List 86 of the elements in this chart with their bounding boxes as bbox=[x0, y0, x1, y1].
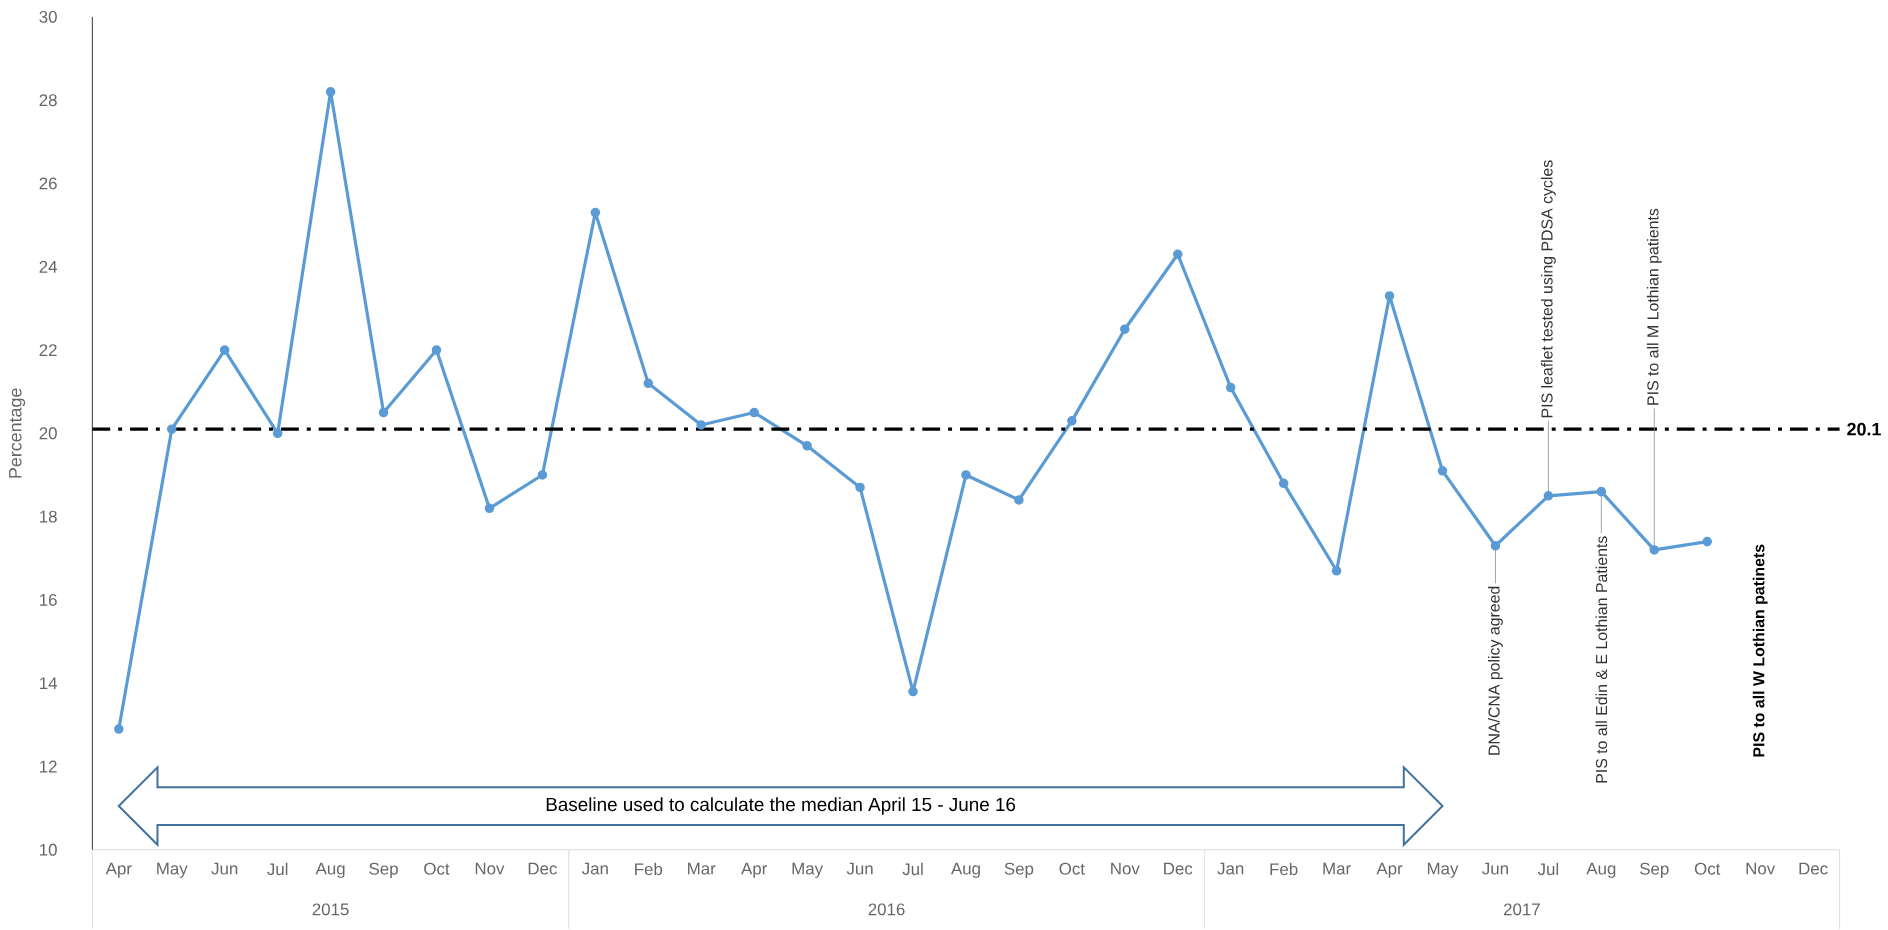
point bbox=[1278, 478, 1289, 489]
point bbox=[431, 345, 442, 355]
x-tick-label: Jul bbox=[902, 862, 923, 876]
x-tick-label: Dec bbox=[528, 862, 557, 875]
x-tick-label: Aug bbox=[950, 862, 980, 879]
point bbox=[1490, 541, 1501, 551]
x-tick-label: Sep bbox=[1004, 862, 1034, 879]
point bbox=[802, 441, 812, 451]
point bbox=[1225, 382, 1236, 393]
y-tick-label: 18 bbox=[40, 510, 57, 523]
point bbox=[166, 424, 177, 435]
x-tick-label: Feb bbox=[1270, 862, 1298, 876]
x-tick-label: Apr bbox=[105, 862, 132, 879]
x-tick-label: Nov bbox=[1746, 862, 1776, 875]
point bbox=[1014, 495, 1024, 505]
point bbox=[749, 407, 759, 418]
y-tick-label: 20 bbox=[39, 427, 57, 440]
point bbox=[1437, 466, 1448, 476]
annotation: PIS leaflet tested using PDSA cycles bbox=[1540, 160, 1556, 418]
text: 2016 bbox=[868, 903, 905, 916]
x-tick-label: Nov bbox=[475, 862, 505, 875]
x-tick-label: Aug bbox=[315, 862, 345, 879]
point bbox=[219, 345, 230, 355]
y-tick-label: 24 bbox=[39, 261, 58, 273]
point bbox=[1543, 491, 1554, 501]
annotation: PIS to all Edin & E Lothian Patients bbox=[1595, 536, 1608, 783]
x-tick-label: Nov bbox=[1111, 862, 1140, 875]
point bbox=[643, 378, 654, 389]
point bbox=[961, 470, 971, 480]
point bbox=[1067, 416, 1077, 426]
text: 2017 bbox=[1503, 903, 1540, 916]
y-tick-label: 30 bbox=[39, 11, 57, 24]
annotation: PIS to all M Lothian patients bbox=[1646, 208, 1662, 405]
point bbox=[1120, 324, 1130, 335]
x-tick-label: Sep bbox=[369, 862, 398, 879]
y-tick-label: 28 bbox=[39, 94, 57, 107]
point bbox=[1596, 487, 1607, 497]
x-tick-label: Oct bbox=[424, 862, 450, 875]
annotation: DNA/CNA policy agreed bbox=[1488, 586, 1503, 755]
x-tick-label: Apr bbox=[1376, 862, 1403, 879]
annotation: PIS to all W Lothian patinets bbox=[1752, 544, 1768, 757]
point bbox=[1172, 249, 1183, 260]
x-tick-label: Oct bbox=[1694, 862, 1721, 875]
x-tick-label: Jun bbox=[846, 862, 873, 875]
y-axis-title: Percentage bbox=[9, 388, 26, 478]
x-tick-label: Aug bbox=[1586, 862, 1616, 879]
y-tick-label: 12 bbox=[40, 760, 57, 773]
point bbox=[855, 482, 865, 493]
x-tick-label: Dec bbox=[1799, 862, 1828, 875]
point bbox=[272, 428, 283, 439]
x-tick-label: Jun bbox=[211, 862, 238, 875]
x-tick-label: May bbox=[1427, 862, 1459, 879]
x-tick-label: Jan bbox=[1217, 862, 1244, 875]
x-tick-label: May bbox=[157, 862, 188, 879]
point bbox=[325, 87, 336, 97]
x-tick-label: Oct bbox=[1059, 862, 1085, 875]
x-tick-label: Jul bbox=[267, 862, 288, 876]
y-tick-label: 16 bbox=[40, 594, 57, 607]
point bbox=[537, 470, 548, 480]
point bbox=[1702, 537, 1712, 547]
point bbox=[378, 407, 389, 418]
x-tick-label: Dec bbox=[1164, 862, 1193, 875]
y-tick-label: 14 bbox=[40, 677, 58, 690]
point bbox=[908, 686, 918, 697]
x-tick-label: Jan bbox=[581, 862, 608, 875]
point bbox=[484, 503, 495, 514]
point bbox=[696, 420, 706, 430]
point bbox=[590, 208, 601, 218]
annotation: Baseline used to calculate the median April 15 - June 16 bbox=[546, 797, 1016, 816]
point bbox=[114, 724, 124, 734]
point bbox=[1649, 545, 1660, 555]
ref-line-label: 20.1 bbox=[1847, 423, 1881, 436]
x-tick-label: May bbox=[792, 862, 824, 879]
y-tick-label: 22 bbox=[39, 344, 57, 357]
x-tick-label: Jul bbox=[1537, 862, 1559, 876]
x-tick-label: Feb bbox=[635, 862, 663, 876]
y-tick-label: 10 bbox=[40, 844, 57, 856]
x-tick-label: Sep bbox=[1640, 862, 1669, 879]
x-tick-label: Mar bbox=[1323, 862, 1351, 875]
point bbox=[1384, 291, 1395, 301]
text: 2015 bbox=[312, 903, 349, 916]
y-tick-label: 26 bbox=[39, 177, 57, 190]
point bbox=[1331, 566, 1342, 576]
x-tick-label: Jun bbox=[1482, 862, 1508, 875]
x-tick-label: Apr bbox=[741, 862, 768, 879]
x-tick-label: Mar bbox=[688, 862, 716, 875]
